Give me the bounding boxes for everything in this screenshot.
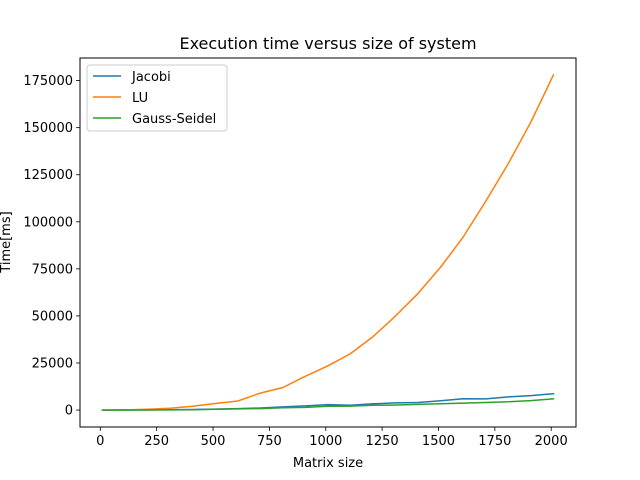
x-tick-label: 1500 <box>422 434 455 449</box>
x-axis-ticks: 0 250 500 750 1000 1250 1500 1750 2000 <box>96 427 568 449</box>
y-tick-label: 175000 <box>23 74 73 89</box>
y-axis-ticks: 0 25000 50000 75000 100000 125000 150000 175000 <box>23 74 80 419</box>
x-tick-label: 1000 <box>309 434 342 449</box>
legend-label-jacobi: Jacobi <box>131 70 171 85</box>
series-line-gauss-seidel <box>101 397 555 411</box>
y-tick-label: 125000 <box>23 168 73 183</box>
x-tick-label: 1750 <box>478 434 511 449</box>
y-tick-label: 100000 <box>23 215 73 230</box>
y-tick-label: 50000 <box>32 309 73 324</box>
x-tick-label: 0 <box>96 434 104 449</box>
y-tick-label: 75000 <box>32 262 73 277</box>
legend-label-lu: LU <box>132 91 148 106</box>
legend: Jacobi LU Gauss-Seidel <box>86 64 228 132</box>
y-tick-label: 150000 <box>23 121 73 136</box>
x-tick-label: 2000 <box>535 434 568 449</box>
legend-box <box>86 64 228 132</box>
plot-series <box>101 73 555 411</box>
x-tick-label: 1250 <box>366 434 399 449</box>
plot-frame <box>79 57 577 428</box>
legend-label-gauss-seidel: Gauss-Seidel <box>132 112 216 127</box>
series-line-lu <box>101 73 555 411</box>
chart-title: Execution time versus size of system <box>179 34 476 53</box>
y-tick-label: 25000 <box>32 356 73 371</box>
x-tick-label: 750 <box>257 434 282 449</box>
y-tick-label: 0 <box>65 404 73 419</box>
x-axis-label: Matrix size <box>293 456 363 471</box>
x-tick-label: 500 <box>201 434 226 449</box>
x-tick-label: 250 <box>144 434 169 449</box>
y-axis-label: Time[ms] <box>0 211 14 273</box>
